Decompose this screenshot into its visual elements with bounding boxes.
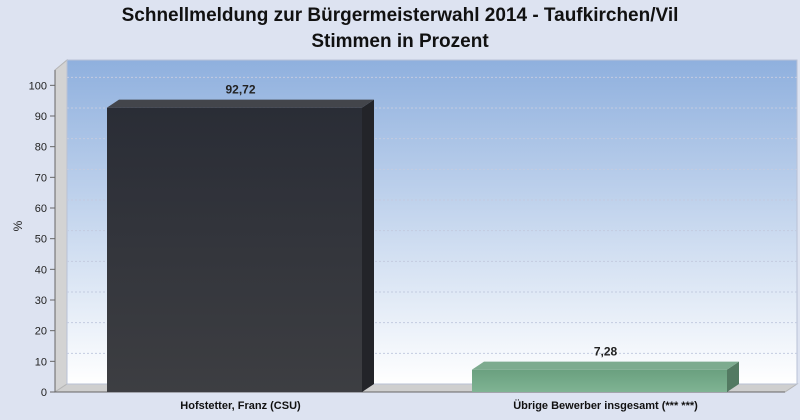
y-axis-label: % — [11, 220, 25, 231]
bars: 92,72 7,28 — [107, 83, 739, 393]
y-tick-label: 70 — [35, 172, 47, 184]
y-tick-label: 60 — [35, 203, 47, 215]
bar-1 — [472, 361, 739, 392]
y-tick-label: 50 — [35, 234, 47, 246]
bar-0 — [107, 99, 374, 393]
y-axis-ticks: 0 10 20 30 40 50 60 70 80 90 100 — [29, 80, 55, 399]
chart-subtitle: Stimmen in Prozent — [311, 31, 489, 52]
y-tick-label: 0 — [41, 387, 47, 399]
category-label: Hofstetter, Franz (CSU) — [180, 400, 301, 412]
y-tick-label: 40 — [35, 264, 47, 276]
category-labels: Hofstetter, Franz (CSU) Übrige Bewerber i… — [180, 399, 698, 412]
y-tick-label: 30 — [35, 295, 47, 307]
bar-front — [107, 107, 362, 393]
y-tick-label: 90 — [35, 111, 47, 123]
category-label: Übrige Bewerber insgesamt (*** ***) — [513, 399, 698, 412]
data-label: 7,28 — [594, 345, 618, 359]
y-tick-label: 80 — [35, 142, 47, 154]
bar-front — [472, 369, 727, 392]
bar-top — [472, 361, 739, 370]
chart-title: Schnellmeldung zur Bürgermeisterwahl 201… — [122, 5, 679, 26]
bar-side — [362, 99, 374, 393]
data-label: 92,72 — [225, 83, 255, 97]
plot-side-wall — [54, 58, 68, 393]
y-tick-label: 20 — [35, 326, 47, 338]
y-tick-label: 10 — [35, 356, 47, 368]
bar-side — [727, 361, 739, 392]
y-tick-label: 100 — [29, 80, 47, 92]
bar-top — [107, 99, 374, 108]
